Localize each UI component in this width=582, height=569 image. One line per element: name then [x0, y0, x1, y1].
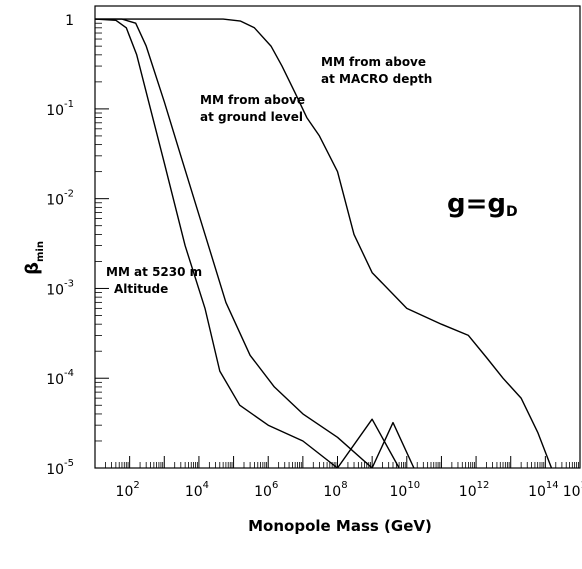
- x-tick-label: 106: [254, 480, 278, 500]
- y-tick-label: 10-4: [46, 368, 74, 388]
- series-line-1: [95, 18, 400, 468]
- x-tick-exponent: 8: [341, 480, 347, 491]
- series-labels: MM at 5230 m Altitude MM from above at grou…: [106, 55, 432, 296]
- y-axis-title-symbol: β: [22, 262, 43, 275]
- y-tick-base: 10: [46, 282, 64, 298]
- series-label-1: MM at 5230 m Altitude: [106, 265, 202, 296]
- y-tick-base: 10: [46, 462, 64, 478]
- series-label-line: at ground level: [200, 110, 303, 124]
- series-label-line: MM from above: [321, 55, 426, 69]
- y-tick-exponent: -4: [64, 368, 74, 379]
- x-axis-title: Monopole Mass (GeV): [248, 517, 432, 535]
- x-tick-label: 102: [116, 480, 140, 500]
- series-label-line: MM at 5230 m: [106, 265, 202, 279]
- x-axis: 1021041061081010101210141015: [94, 456, 582, 500]
- coupling-g-right: g: [487, 189, 506, 219]
- y-tick-label: 10-1: [46, 99, 74, 119]
- y-axis: 110-110-210-310-410-5: [46, 13, 109, 478]
- y-tick-exponent: -5: [64, 458, 74, 469]
- coupling-annotation: g=gD: [447, 189, 518, 220]
- y-tick-label: 10-2: [46, 189, 74, 209]
- x-tick-label: 1014: [528, 480, 559, 500]
- y-tick-base: 10: [46, 193, 64, 209]
- y-tick-label: 10-3: [46, 278, 74, 298]
- series-label-line: Altitude: [114, 282, 168, 296]
- x-tick-exponent: 12: [477, 480, 490, 491]
- y-tick-base: 1: [65, 13, 74, 29]
- x-tick-label: 104: [185, 480, 209, 500]
- x-tick-base: 10: [185, 484, 203, 500]
- coupling-equals: =: [466, 189, 488, 219]
- x-tick-exponent: 4: [203, 480, 209, 491]
- series-label-line: MM from above: [200, 93, 305, 107]
- x-tick-exponent: 6: [272, 480, 278, 491]
- svg-text:βmin: βmin: [22, 241, 46, 275]
- x-tick-label: 1015: [563, 480, 582, 500]
- y-tick-base: 10: [46, 103, 64, 119]
- y-tick-exponent: -1: [64, 99, 74, 110]
- series-label-2: MM from above at ground level: [200, 93, 305, 124]
- x-tick-base: 10: [323, 484, 341, 500]
- x-tick-base: 10: [390, 484, 408, 500]
- series-line-3: [95, 18, 553, 468]
- y-axis-title-subscript: min: [35, 241, 46, 262]
- x-tick-base: 10: [254, 484, 272, 500]
- series-label-line: at MACRO depth: [321, 72, 432, 86]
- series-group: [95, 18, 553, 468]
- y-tick-base: 10: [46, 372, 64, 388]
- y-tick-label: 1: [65, 13, 74, 29]
- x-tick-exponent: 10: [407, 480, 420, 491]
- x-tick-exponent: 15: [581, 480, 582, 491]
- x-tick-base: 10: [528, 484, 546, 500]
- coupling-subscript: D: [506, 204, 518, 220]
- x-tick-label: 108: [323, 480, 347, 500]
- coupling-g-left: g: [447, 189, 466, 219]
- y-tick-exponent: -2: [64, 189, 74, 200]
- y-axis-title: βmin: [22, 241, 46, 275]
- x-tick-base: 10: [116, 484, 134, 500]
- series-label-3: MM from above at MACRO depth: [321, 55, 432, 86]
- x-tick-exponent: 2: [133, 480, 139, 491]
- x-tick-base: 10: [563, 484, 581, 500]
- x-tick-label: 1010: [390, 480, 421, 500]
- x-tick-base: 10: [459, 484, 477, 500]
- y-tick-exponent: -3: [64, 278, 74, 289]
- x-tick-exponent: 14: [546, 480, 559, 491]
- y-tick-label: 10-5: [46, 458, 74, 478]
- series-line-2: [95, 18, 415, 468]
- x-tick-label: 1012: [459, 480, 490, 500]
